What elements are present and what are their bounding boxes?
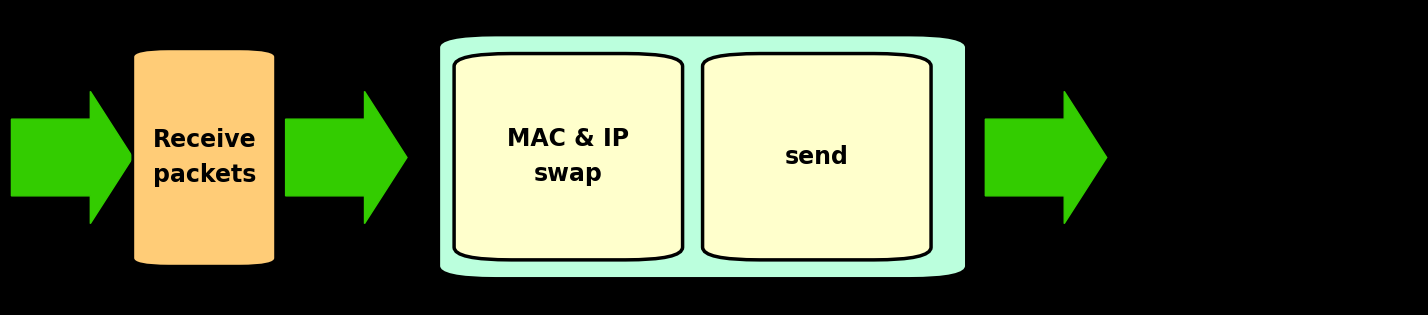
- Text: Receive
packets: Receive packets: [153, 128, 256, 187]
- FancyBboxPatch shape: [703, 54, 931, 260]
- FancyBboxPatch shape: [133, 49, 276, 266]
- Polygon shape: [286, 91, 407, 224]
- Polygon shape: [985, 91, 1107, 224]
- Text: MAC & IP
swap: MAC & IP swap: [507, 127, 630, 186]
- FancyBboxPatch shape: [438, 35, 967, 279]
- Text: send: send: [785, 145, 848, 169]
- FancyBboxPatch shape: [454, 54, 683, 260]
- Polygon shape: [11, 91, 133, 224]
